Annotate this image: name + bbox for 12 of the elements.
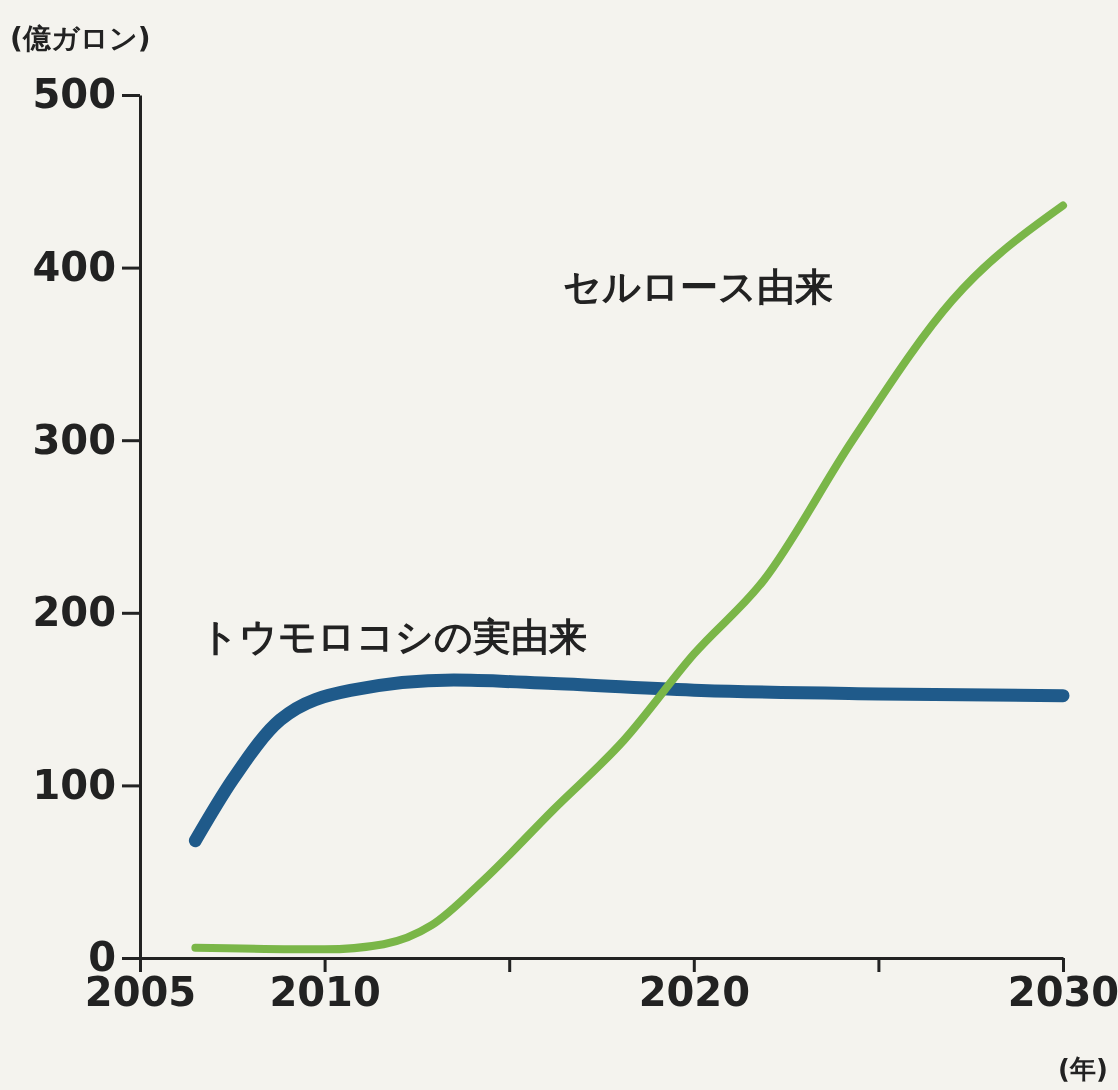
- x-tick-label: 2030: [1007, 969, 1118, 1016]
- x-tick-label: 2020: [638, 969, 750, 1016]
- y-tick-label: 100: [32, 761, 116, 808]
- text: セルロース由来: [562, 265, 833, 310]
- y-axis-title: (億ガロン): [10, 22, 151, 55]
- y-tick-label: 300: [32, 416, 116, 463]
- series-label: トウモロコシの実由来: [200, 615, 588, 660]
- y-tick-label: 200: [32, 589, 116, 636]
- y-tick-label: 500: [32, 71, 116, 118]
- y-tick-label: 400: [32, 243, 116, 290]
- x-axis-title: (年): [1058, 1054, 1108, 1084]
- x-tick-label: 2010: [269, 969, 381, 1016]
